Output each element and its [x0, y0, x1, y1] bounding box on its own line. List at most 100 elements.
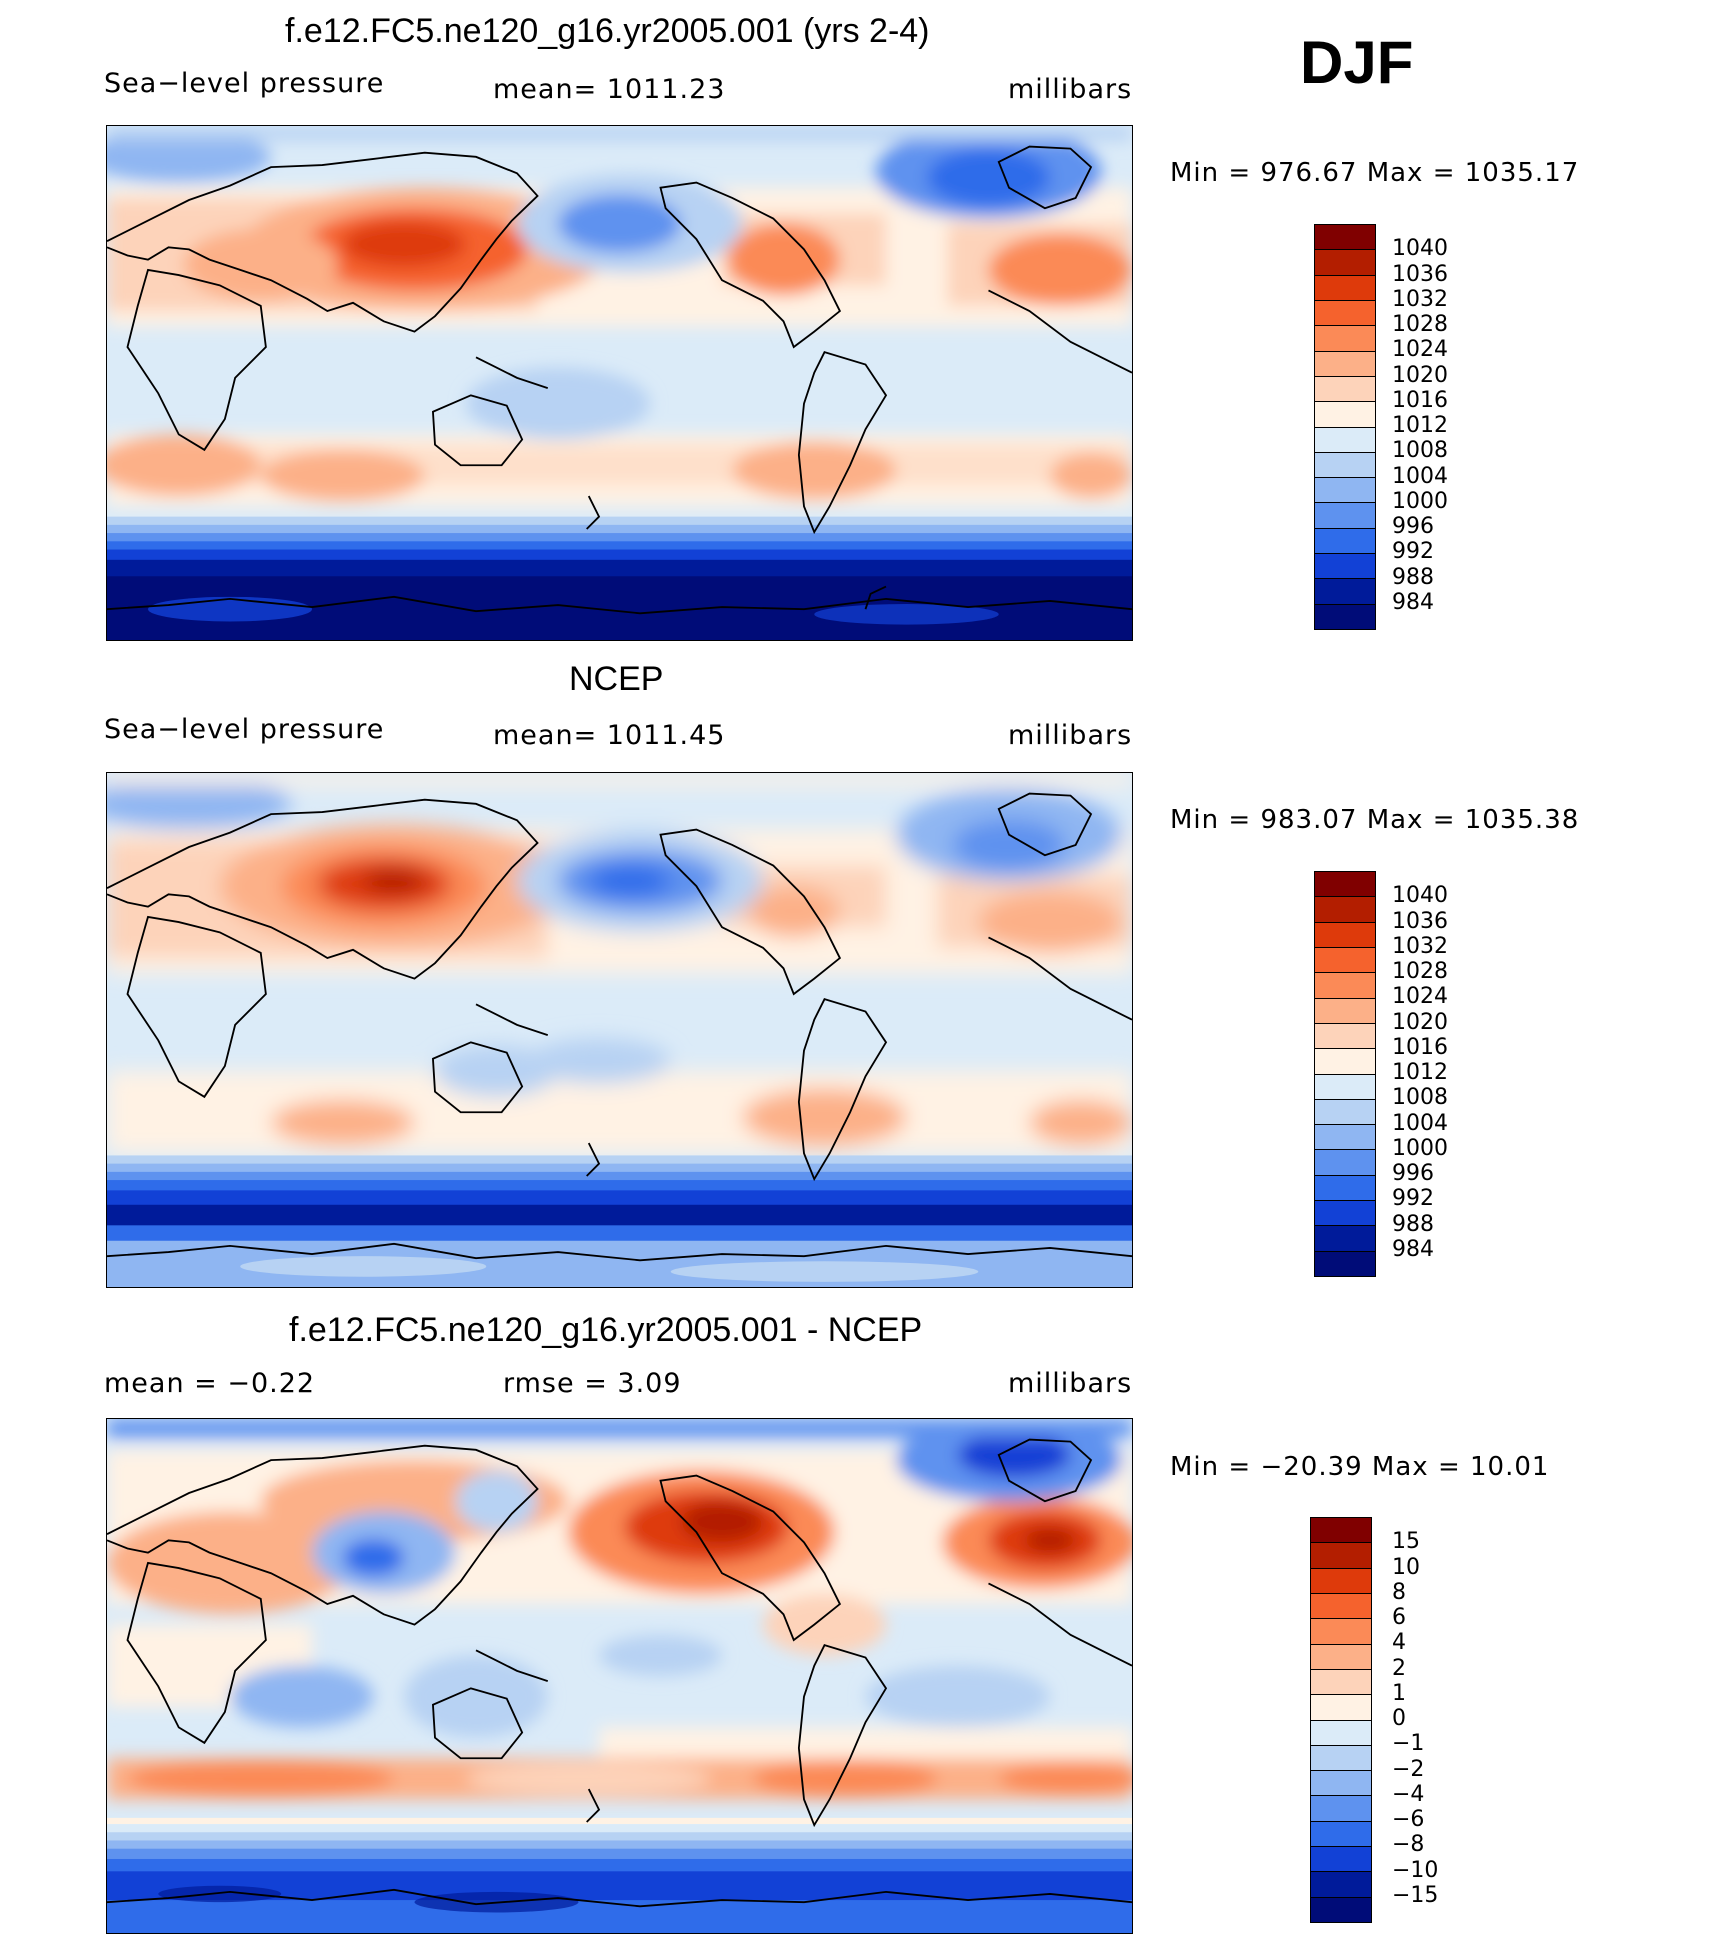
panel-1-map [106, 125, 1133, 641]
panel-1-colorbar-swatch [1315, 326, 1375, 352]
panel-1-colorbar-label: 1040 [1392, 236, 1448, 262]
panel-3-colorbar-label: −15 [1392, 1882, 1439, 1908]
panel-3-colorbar-swatch [1311, 1847, 1371, 1873]
panel-1-colorbar-swatch [1315, 427, 1375, 453]
panel-2-colorbar-swatch [1315, 1226, 1375, 1252]
panel-1-units-label: millibars [1008, 74, 1133, 105]
panel-3-map-plot [107, 1419, 1132, 1933]
panel-3-colorbar-label: 10 [1392, 1554, 1420, 1580]
panel-3-colorbar-label: 2 [1392, 1655, 1406, 1681]
panel-1-colorbar-swatch [1315, 604, 1375, 629]
panel-1-colorbar-swatch [1315, 579, 1375, 605]
panel-2-units-label: millibars [1008, 720, 1133, 751]
panel-2-colorbar-label: 1012 [1392, 1060, 1448, 1085]
panel-3-colorbar-label: −6 [1392, 1807, 1425, 1832]
panel-2-colorbar-swatch [1315, 947, 1375, 974]
panel-3-colorbar-swatch [1311, 1518, 1371, 1544]
panel-1-colorbar-swatch [1315, 478, 1375, 504]
panel-3-colorbar-swatch [1311, 1821, 1371, 1848]
panel-2-colorbar-label: 992 [1392, 1186, 1434, 1212]
panel-3-colorbar [1310, 1517, 1372, 1923]
panel-3-colorbar-swatch [1311, 1796, 1371, 1822]
panel-3-colorbar-label: 4 [1392, 1630, 1406, 1656]
panel-1-colorbar-label: 996 [1392, 514, 1434, 539]
panel-2-colorbar-label: 1028 [1392, 959, 1448, 984]
panel-1-colorbar-swatch [1315, 452, 1375, 479]
panel-3-colorbar-swatch [1311, 1771, 1371, 1797]
panel-3-units-label: millibars [1008, 1368, 1133, 1399]
panel-2-colorbar-swatch [1315, 1175, 1375, 1202]
panel-3-colorbar-label: 1 [1392, 1680, 1406, 1706]
panel-3-colorbar-swatch [1311, 1695, 1371, 1721]
panel-3-colorbar-swatch [1311, 1745, 1371, 1772]
panel-1-colorbar-swatch [1315, 402, 1375, 428]
panel-1-colorbar-label: 1020 [1392, 362, 1448, 388]
panel-1-colorbar-swatch [1315, 376, 1375, 403]
panel-1-colorbar-label: 1008 [1392, 438, 1448, 464]
panel-1-colorbar-label: 1028 [1392, 312, 1448, 337]
panel-2-colorbar-label: 1000 [1392, 1135, 1448, 1161]
panel-2-colorbar-swatch [1315, 897, 1375, 923]
panel-3-colorbar-swatch [1311, 1593, 1371, 1620]
panel-2-colorbar-swatch [1315, 1023, 1375, 1050]
panel-1-colorbar [1314, 224, 1376, 630]
panel-3-colorbar-swatch [1311, 1543, 1371, 1569]
panel-1-colorbar-label: 1024 [1392, 337, 1448, 363]
panel-2-colorbar-swatch [1315, 922, 1375, 948]
panel-3-colorbar-label: −4 [1392, 1781, 1425, 1807]
panel-1-colorbar-swatch [1315, 225, 1375, 251]
panel-2-colorbar-label: 1036 [1392, 908, 1448, 934]
panel-2-colorbar-label: 1020 [1392, 1009, 1448, 1035]
panel-2-map [106, 772, 1133, 1288]
panel-2-colorbar [1314, 871, 1376, 1277]
panel-2-colorbar-swatch [1315, 973, 1375, 999]
panel-1-colorbar-label: 1000 [1392, 488, 1448, 514]
panel-3-colorbar-swatch [1311, 1568, 1371, 1594]
panel-2-minmax: Min = 983.07 Max = 1035.38 [1170, 805, 1580, 835]
panel-2-colorbar-label: 1040 [1392, 883, 1448, 909]
panel-1-mean-label: mean= 1011.23 [493, 74, 726, 105]
panel-2-colorbar-swatch [1315, 1251, 1375, 1276]
panel-1-minmax: Min = 976.67 Max = 1035.17 [1170, 158, 1580, 188]
panel-1-title: f.e12.FC5.ne120_g16.yr2005.001 (yrs 2-4) [285, 12, 930, 50]
panel-2-colorbar-label: 1032 [1392, 933, 1448, 959]
panel-1-colorbar-label: 1004 [1392, 463, 1448, 489]
panel-1-colorbar-swatch [1315, 528, 1375, 555]
panel-3-colorbar-swatch [1311, 1619, 1371, 1645]
panel-3-colorbar-label: 15 [1392, 1529, 1420, 1555]
panel-2-colorbar-labels: 1040 1036 1032 1028 1024 1020 1016 1012 … [1392, 871, 1472, 1275]
panel-3-map [106, 1418, 1133, 1934]
panel-3-colorbar-swatch [1311, 1720, 1371, 1746]
panel-1-colorbar-labels: 1040 1036 1032 1028 1024 1020 1016 1012 … [1392, 224, 1472, 628]
panel-2-colorbar-swatch [1315, 1099, 1375, 1126]
panel-3-mean-label: mean = −0.22 [104, 1368, 316, 1399]
panel-1-colorbar-swatch [1315, 554, 1375, 580]
panel-3-colorbar-swatch [1311, 1897, 1371, 1922]
panel-2-colorbar-label: 996 [1392, 1161, 1434, 1186]
panel-2-variable-label: Sea−level pressure [104, 714, 385, 745]
panel-3-colorbar-label: 6 [1392, 1605, 1406, 1630]
panel-2-colorbar-swatch [1315, 998, 1375, 1024]
panel-2-colorbar-label: 984 [1392, 1236, 1434, 1262]
panel-3-minmax: Min = −20.39 Max = 10.01 [1170, 1452, 1550, 1482]
panel-2-title: NCEP [569, 660, 664, 698]
panel-2-colorbar-label: 1016 [1392, 1034, 1448, 1060]
panel-3-colorbar-label: −10 [1392, 1857, 1439, 1883]
panel-3-colorbar-label: −2 [1392, 1756, 1425, 1782]
panel-1-colorbar-label: 992 [1392, 539, 1434, 565]
season-label: DJF [1300, 29, 1414, 96]
panel-1-variable-label: Sea−level pressure [104, 68, 385, 99]
panel-2-mean-label: mean= 1011.45 [493, 720, 726, 751]
panel-2-colorbar-swatch [1315, 1049, 1375, 1075]
panel-1-colorbar-label: 1036 [1392, 261, 1448, 287]
panel-3-colorbar-label: −8 [1392, 1832, 1425, 1858]
panel-3-title: f.e12.FC5.ne120_g16.yr2005.001 - NCEP [289, 1311, 923, 1349]
panel-1-colorbar-swatch [1315, 300, 1375, 327]
panel-3-colorbar-label: 0 [1392, 1706, 1406, 1731]
panel-3-colorbar-label: 8 [1392, 1579, 1406, 1605]
panel-1-map-plot [107, 126, 1132, 640]
panel-3-colorbar-label: −1 [1392, 1731, 1425, 1757]
panel-2-colorbar-label: 988 [1392, 1211, 1434, 1237]
panel-1-colorbar-swatch [1315, 275, 1375, 301]
panel-2-colorbar-label: 1008 [1392, 1085, 1448, 1111]
